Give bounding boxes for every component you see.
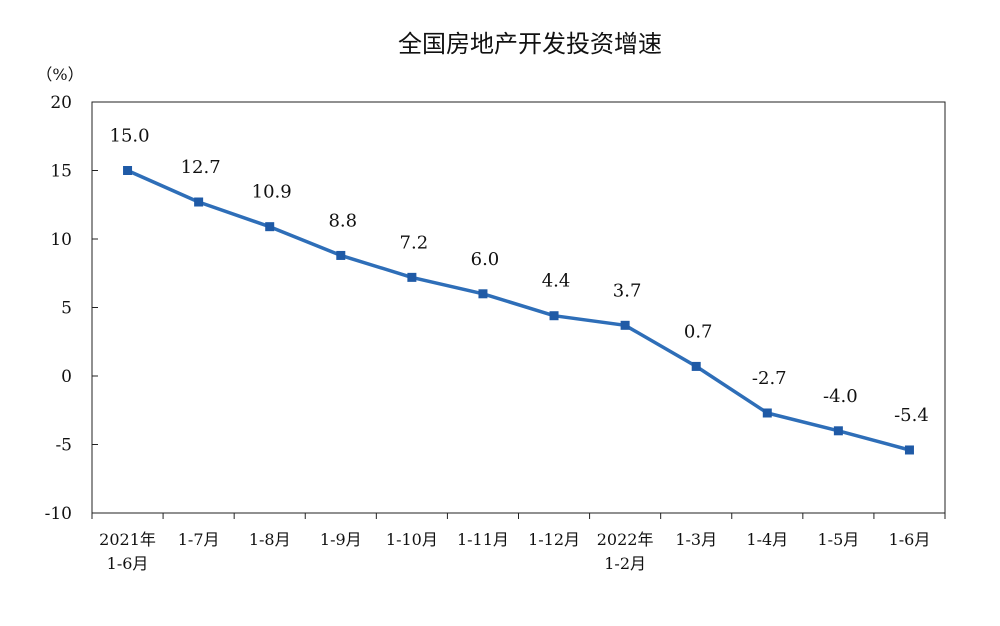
- x-tick-label: 2022年 1-2月: [597, 530, 654, 573]
- x-tick-label: 1-7月: [178, 530, 220, 549]
- data-point: [265, 222, 275, 232]
- chart-title: 全国房地产开发投资增速: [398, 30, 662, 58]
- data-point: [833, 426, 843, 436]
- x-tick-label: 1-6月: [889, 530, 931, 549]
- data-label: -5.4: [894, 405, 929, 426]
- series-line: [126, 168, 910, 452]
- y-tick-label: 20: [50, 93, 72, 113]
- y-tick-label: 10: [50, 230, 72, 250]
- x-tick-label: 1-8月: [249, 530, 291, 549]
- data-point: [762, 408, 772, 418]
- x-tick-label-line: 1-6月: [889, 530, 931, 549]
- data-label: 7.2: [400, 232, 429, 253]
- x-tick-label: 2021年 1-6月: [99, 530, 156, 573]
- x-tick-label: 1-5月: [817, 530, 859, 549]
- y-unit-label: （%）: [36, 65, 83, 84]
- x-tick-label-line: 1-11月: [457, 530, 509, 549]
- data-label: 0.7: [684, 321, 713, 342]
- x-tick-label-line: 2021年: [99, 530, 156, 549]
- y-tick-label: -5: [55, 436, 72, 456]
- data-point: [407, 272, 417, 282]
- x-tick-label-line: 1-8月: [249, 530, 291, 549]
- data-label: 4.4: [542, 271, 571, 292]
- data-label: 8.8: [328, 210, 357, 231]
- data-point: [336, 250, 346, 260]
- data-point: [691, 361, 701, 371]
- data-label: 6.0: [471, 249, 500, 270]
- data-point: [123, 166, 133, 175]
- x-tick-label: 1-4月: [746, 530, 788, 549]
- x-tick-label-line: 2022年: [597, 530, 654, 549]
- x-tick-label-line: 1-4月: [746, 530, 788, 549]
- data-point: [478, 289, 488, 299]
- x-tick-label-line: 1-12月: [528, 530, 580, 549]
- y-tick-label: 0: [61, 367, 72, 387]
- data-point: [620, 320, 630, 330]
- data-label: 10.9: [252, 182, 292, 203]
- data-label: -4.0: [823, 386, 858, 407]
- x-tick-label-line: 1-3月: [675, 530, 717, 549]
- data-label: 15.0: [110, 126, 150, 147]
- x-tick-label: 1-9月: [320, 530, 362, 549]
- data-point: [904, 445, 914, 455]
- x-tick-label-line: 1-2月: [604, 554, 646, 573]
- y-tick-label: 5: [61, 299, 72, 319]
- x-tick-label-line: 1-7月: [178, 530, 220, 549]
- data-label: 12.7: [181, 157, 221, 178]
- x-tick-label: 1-3月: [675, 530, 717, 549]
- data-label: 3.7: [613, 280, 642, 301]
- x-tick-label-line: 1-5月: [817, 530, 859, 549]
- data-label: -2.7: [752, 368, 787, 389]
- x-tick-label: 1-10月: [386, 530, 438, 549]
- x-tick-label-line: 1-10月: [386, 530, 438, 549]
- x-tick-label: 1-11月: [457, 530, 509, 549]
- data-point: [549, 311, 559, 321]
- y-axis: 20 15 10 5 0 -5 -10: [45, 93, 98, 524]
- data-labels: 15.0 12.7 10.9 8.8 7.2 6.0 4.4 3.7 0.7 -2.7 -4.0 -5…: [110, 126, 929, 426]
- y-tick-label: 15: [50, 162, 72, 182]
- x-tick-label: 1-12月: [528, 530, 580, 549]
- x-tick-label-line: 1-6月: [107, 554, 149, 573]
- data-point: [194, 197, 204, 207]
- x-tick-label-line: 1-9月: [320, 530, 362, 549]
- x-axis: 2021年 1-6月 1-7月 1-8月 1-9月 1-10月 1-11月 1-12月 2022…: [91, 513, 946, 573]
- y-tick-label: -10: [45, 504, 72, 524]
- series-markers: [123, 166, 914, 455]
